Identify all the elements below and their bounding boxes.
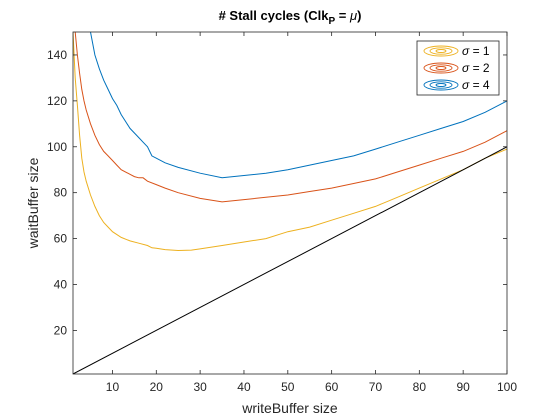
chart-title: # Stall cycles (ClkP = μ) — [219, 8, 362, 27]
x-tick-label: 30 — [193, 380, 207, 394]
y-tick-label: 100 — [47, 140, 67, 154]
x-tick-label: 20 — [150, 380, 164, 394]
x-axis-label: writeBuffer size — [241, 400, 338, 416]
y-tick-label: 20 — [54, 323, 68, 337]
legend-item: σ = 4 — [423, 78, 490, 92]
y-tick-label: 60 — [54, 232, 68, 246]
y-axis-ticks: 20 40 60 80 100 120 140 — [47, 48, 507, 337]
contour-swatch-icon — [423, 45, 459, 57]
series-line-sigma-4 — [90, 32, 507, 179]
contour-swatch-icon — [423, 62, 459, 74]
x-tick-label: 90 — [456, 380, 470, 394]
series-line-sigma-2 — [74, 32, 507, 203]
chart-title-subscript: P — [328, 16, 335, 27]
legend-label: σ = 2 — [462, 61, 490, 75]
x-tick-label: 80 — [413, 380, 427, 394]
legend-item: σ = 2 — [423, 61, 490, 75]
legend-item: σ = 1 — [423, 44, 490, 58]
x-tick-label: 10 — [106, 380, 120, 394]
y-tick-label: 120 — [47, 94, 67, 108]
y-tick-label: 80 — [54, 186, 68, 200]
y-tick-label: 40 — [54, 277, 68, 291]
legend-label: σ = 1 — [462, 44, 490, 58]
legend-label: σ = 4 — [462, 78, 490, 92]
plot-frame — [72, 31, 508, 375]
x-axis-ticks: 10 20 30 40 50 60 70 80 90 100 — [106, 32, 517, 394]
x-tick-label: 60 — [325, 380, 339, 394]
series-line-sigma-1 — [73, 32, 507, 252]
legend-items: σ = 1 σ = 2 σ = 4 — [423, 44, 490, 92]
contour-swatch-icon — [423, 79, 459, 91]
x-tick-label: 70 — [369, 380, 383, 394]
series-layer — [73, 32, 507, 374]
x-tick-label: 50 — [281, 380, 295, 394]
y-axis-label: waitBuffer size — [25, 157, 41, 249]
x-tick-label: 40 — [237, 380, 251, 394]
legend: σ = 1 σ = 2 σ = 4 — [416, 40, 500, 96]
x-tick-label: 100 — [497, 380, 517, 394]
y-tick-label: 140 — [47, 48, 67, 62]
reference-line-diagonal — [73, 146, 507, 374]
